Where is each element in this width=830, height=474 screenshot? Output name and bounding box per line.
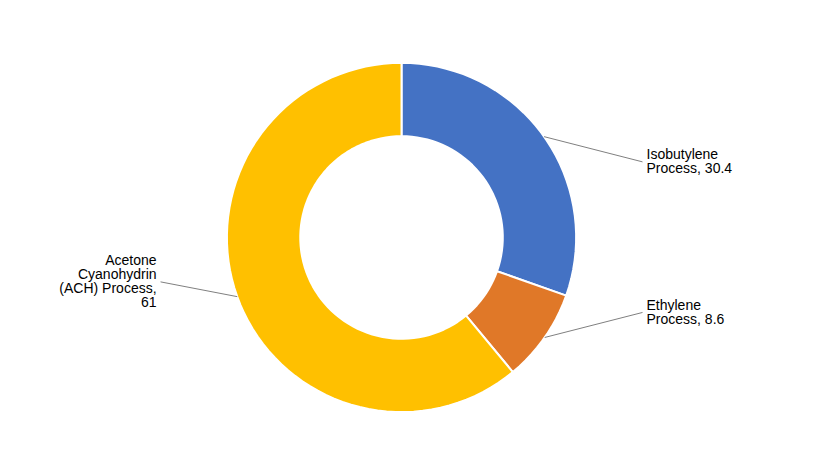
svg-text:AcetoneCyanohydrin(ACH) Proces: AcetoneCyanohydrin(ACH) Process,61: [59, 252, 156, 310]
svg-text:IsobutyleneProcess, 30.4: IsobutyleneProcess, 30.4: [647, 146, 733, 176]
svg-text:EthyleneProcess, 8.6: EthyleneProcess, 8.6: [647, 297, 725, 327]
